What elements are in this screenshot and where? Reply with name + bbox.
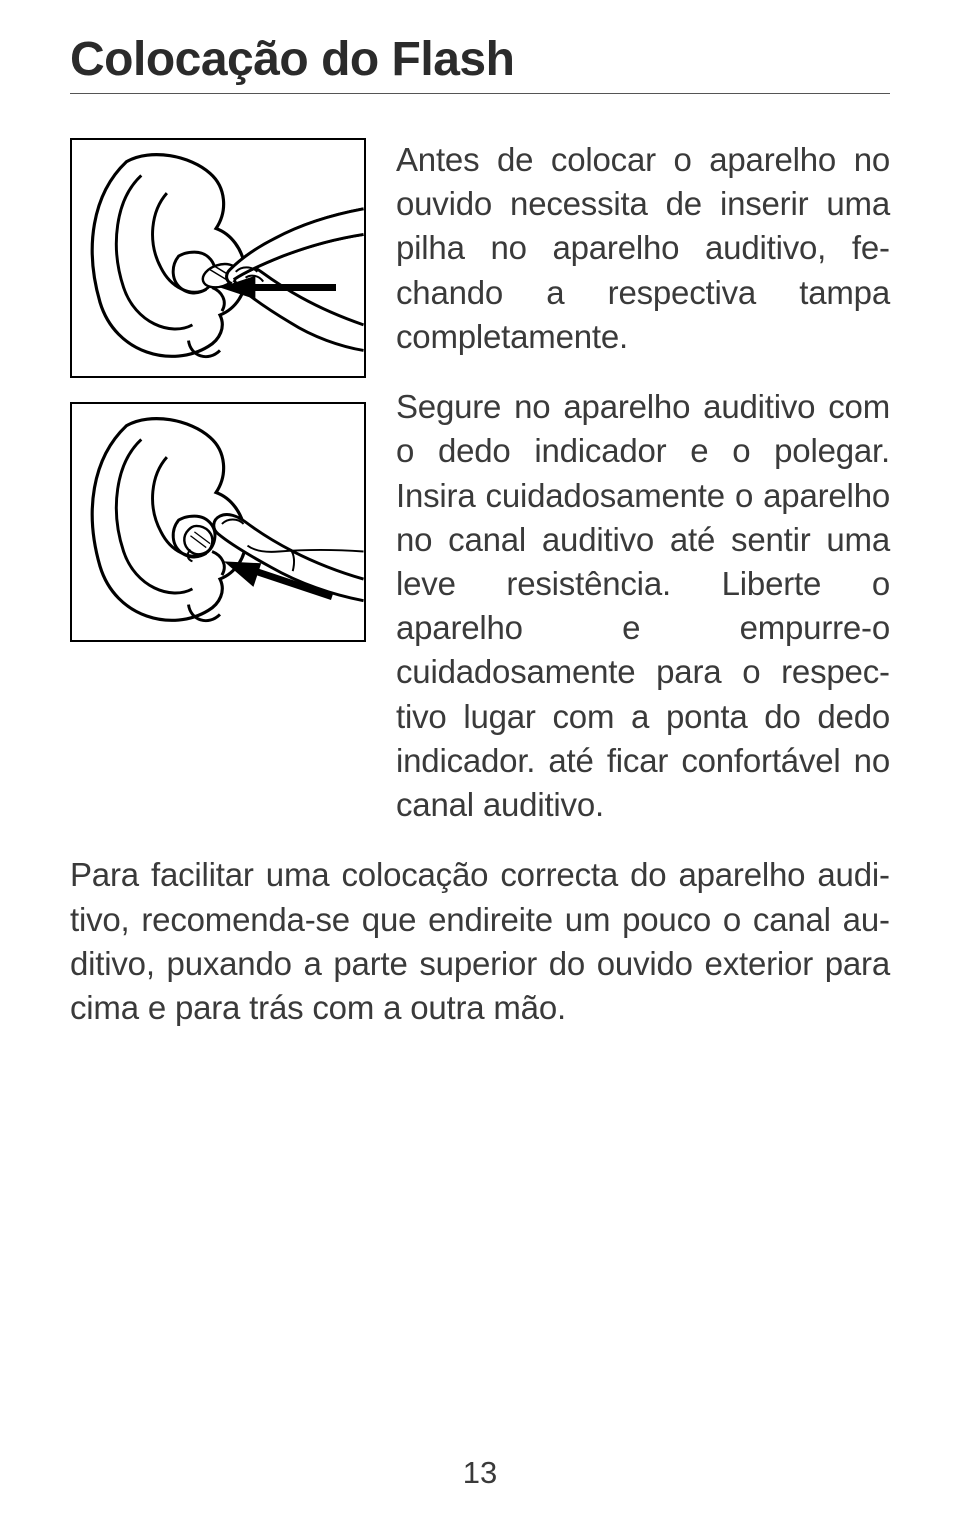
text-column: Antes de colocar o aparelho no ouvido ne… (396, 138, 890, 827)
paragraph-3: Para facilitar uma colocação correcta do… (70, 853, 890, 1030)
page-number: 13 (0, 1455, 960, 1491)
ear-illustration-1-icon (72, 140, 364, 376)
figure-insert-step-2 (70, 402, 366, 642)
page-title: Colocação do Flash (70, 32, 890, 87)
content-row: Antes de colocar o aparelho no ouvido ne… (70, 138, 890, 827)
paragraph-1: Antes de colocar o aparelho no ouvido ne… (396, 138, 890, 359)
title-rule (70, 93, 890, 94)
figure-insert-step-1 (70, 138, 366, 378)
paragraph-2: Segure no aparelho auditivo com o dedo i… (396, 385, 890, 827)
figures-column (70, 138, 366, 642)
ear-illustration-2-icon (72, 404, 364, 640)
